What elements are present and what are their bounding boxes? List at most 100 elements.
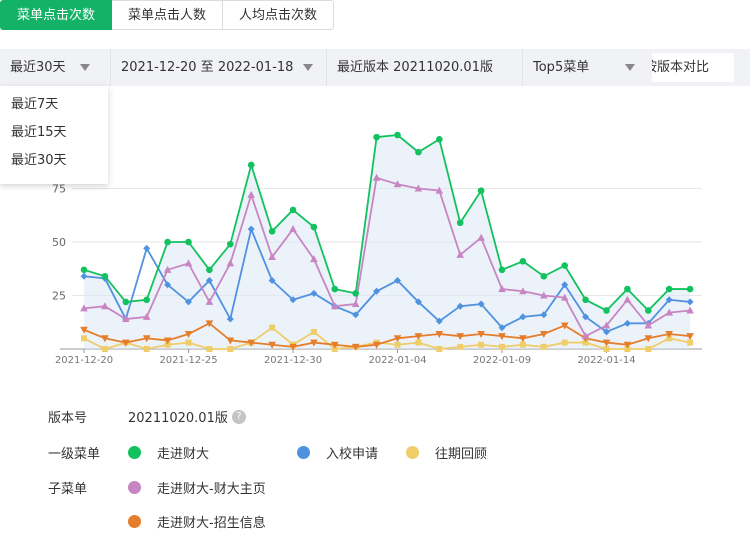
data-point (101, 335, 109, 343)
data-point (393, 180, 402, 188)
legend-dot (406, 446, 419, 459)
version-select-value: 最近版本 20211020.01版 (337, 60, 493, 75)
dropdown-option-7d[interactable]: 最近7天 (11, 97, 59, 112)
data-point (80, 266, 88, 274)
data-point (185, 238, 192, 246)
tab-avg-clicks[interactable]: 人均点击次数 (223, 0, 335, 30)
data-point (143, 296, 150, 304)
version-label: 版本号 (48, 411, 88, 426)
data-point (205, 277, 213, 285)
data-point (227, 240, 234, 248)
data-point (624, 285, 631, 293)
data-point (603, 307, 610, 314)
dropdown-option-30d[interactable]: 最近30天 (11, 153, 67, 168)
data-point (477, 233, 485, 241)
compare-by-version-button[interactable]: 按版本对比 (652, 53, 734, 82)
data-point (247, 161, 255, 169)
range-select[interactable]: 最近30天 (0, 49, 110, 86)
date-range-select[interactable]: 2021-12-20 至 2022-01-18 (110, 49, 326, 86)
y-tick-label: 25 (52, 290, 66, 303)
y-tick-label: 75 (52, 183, 66, 196)
legend-item-zoujin[interactable]: 走进财大 (128, 443, 209, 462)
data-point (142, 335, 151, 343)
data-point (226, 315, 234, 323)
legend-label: 走进财大 (157, 447, 210, 462)
question-icon[interactable]: ? (231, 409, 246, 424)
data-point (540, 331, 548, 339)
legend-item-admission[interactable]: 走进财大-招生信息 (128, 512, 266, 531)
data-point (457, 343, 464, 350)
data-point (581, 332, 590, 340)
data-point (498, 324, 506, 332)
data-point (373, 133, 380, 141)
tab-menu-users[interactable]: 菜单点击人数 (112, 0, 224, 30)
data-point (456, 250, 464, 258)
data-point (540, 311, 548, 319)
data-point (310, 339, 318, 347)
metric-tabs: 菜单点击次数 菜单点击人数 人均点击次数 (0, 0, 335, 32)
data-point (206, 346, 213, 352)
data-point (372, 173, 381, 181)
data-point (686, 333, 694, 341)
data-point (498, 285, 506, 293)
data-point (645, 307, 652, 314)
tab-menu-clicks[interactable]: 菜单点击次数 (0, 0, 113, 30)
data-point (582, 339, 589, 346)
legend-dot (297, 446, 310, 459)
line-chart: 25 50 75 2021-12-20 2021-12-25 2021-12-30 2022… (52, 131, 702, 366)
data-point (582, 296, 589, 304)
dropdown-option-15d[interactable]: 最近15天 (11, 125, 67, 140)
data-point (519, 257, 527, 265)
data-point (456, 302, 464, 310)
data-point (665, 331, 673, 339)
data-point (498, 266, 506, 274)
data-point (352, 290, 360, 297)
data-point (268, 341, 276, 349)
series-line (83, 326, 691, 350)
x-tick-label: 2022-01-04 (368, 355, 426, 366)
data-point (519, 335, 527, 343)
data-point (477, 300, 485, 308)
data-point (415, 339, 422, 346)
data-point (289, 206, 297, 214)
y-tick-label: 50 (52, 236, 66, 249)
data-point (289, 225, 297, 233)
data-point (414, 184, 423, 192)
data-point (435, 331, 444, 339)
legend-label: 往期回顾 (435, 447, 488, 462)
data-point (540, 291, 548, 299)
version-select[interactable]: 最近版本 20211020.01版 (326, 49, 522, 86)
data-point (624, 346, 631, 352)
data-point (101, 302, 109, 310)
data-point (226, 337, 235, 345)
data-point (268, 277, 276, 285)
data-point (206, 266, 213, 274)
data-point (164, 238, 171, 246)
legend-label: 入校申请 (326, 447, 379, 462)
data-point (373, 287, 381, 295)
data-point (226, 259, 235, 267)
data-point (289, 343, 297, 351)
data-point (540, 343, 547, 350)
data-point (456, 219, 464, 227)
data-point (164, 281, 172, 289)
legend-item-homepage[interactable]: 走进财大-财大主页 (128, 478, 266, 497)
legend-item-wangqi[interactable]: 往期回顾 (406, 443, 487, 462)
data-point (623, 341, 632, 349)
data-point (81, 335, 87, 342)
data-point (477, 187, 485, 194)
data-point (561, 339, 568, 346)
data-point (122, 315, 130, 323)
top-menu-select[interactable]: Top5菜单 (522, 49, 650, 86)
data-point (687, 339, 694, 346)
data-point (623, 295, 632, 303)
top-menu-value: Top5菜单 (533, 60, 590, 75)
legend-dot (128, 481, 141, 494)
data-point (310, 223, 318, 231)
data-point (268, 252, 276, 260)
data-point (310, 255, 318, 263)
legend-item-ruxiao[interactable]: 入校申请 (297, 443, 378, 462)
data-point (352, 311, 360, 319)
data-point (456, 333, 464, 341)
data-point (666, 335, 673, 342)
